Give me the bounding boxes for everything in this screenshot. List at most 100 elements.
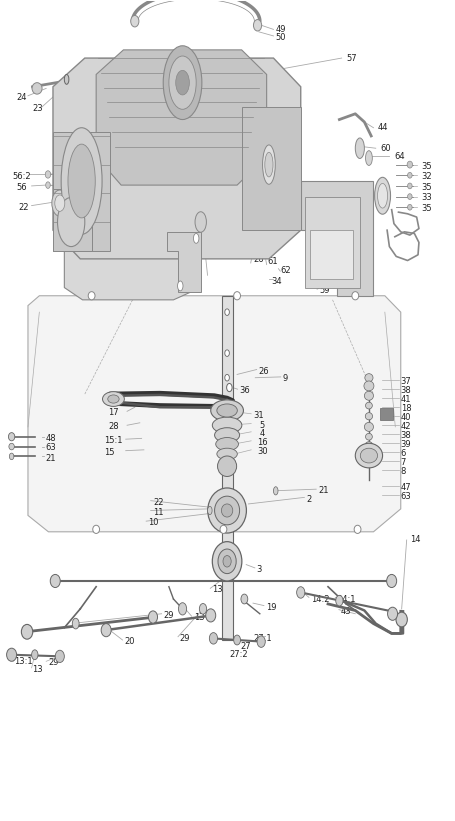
Ellipse shape — [52, 190, 68, 216]
Text: 46: 46 — [139, 74, 150, 83]
Ellipse shape — [45, 171, 51, 178]
Ellipse shape — [135, 65, 144, 83]
Ellipse shape — [296, 587, 304, 599]
Text: 9: 9 — [282, 374, 287, 383]
Text: 15:1: 15:1 — [104, 436, 122, 445]
Ellipse shape — [233, 291, 240, 300]
Ellipse shape — [224, 309, 229, 315]
Ellipse shape — [122, 65, 129, 75]
Ellipse shape — [107, 395, 119, 403]
Ellipse shape — [364, 442, 372, 450]
Bar — [304, 197, 359, 287]
Text: 14:1: 14:1 — [336, 594, 355, 603]
Ellipse shape — [224, 374, 229, 381]
Polygon shape — [166, 232, 200, 291]
Text: 22: 22 — [334, 195, 344, 204]
Ellipse shape — [407, 204, 411, 210]
Ellipse shape — [210, 400, 243, 421]
Ellipse shape — [365, 402, 372, 409]
Text: 63: 63 — [45, 443, 56, 452]
Ellipse shape — [55, 195, 65, 211]
Text: 48: 48 — [45, 433, 56, 443]
Ellipse shape — [8, 433, 15, 441]
Ellipse shape — [365, 433, 372, 440]
Text: 38: 38 — [400, 431, 410, 440]
Text: 10: 10 — [148, 518, 159, 527]
Ellipse shape — [222, 556, 231, 567]
Ellipse shape — [6, 649, 16, 661]
Ellipse shape — [406, 161, 412, 168]
Text: 14:2: 14:2 — [310, 594, 329, 603]
Ellipse shape — [178, 603, 186, 615]
Ellipse shape — [217, 456, 236, 476]
Ellipse shape — [387, 608, 397, 621]
Polygon shape — [300, 181, 373, 296]
Text: 36: 36 — [239, 387, 249, 396]
Ellipse shape — [364, 374, 372, 382]
Text: 64: 64 — [393, 152, 404, 161]
Polygon shape — [64, 222, 200, 300]
Ellipse shape — [195, 212, 206, 232]
Text: 23: 23 — [32, 104, 43, 113]
Ellipse shape — [88, 291, 95, 300]
Text: 22: 22 — [19, 203, 29, 212]
Ellipse shape — [57, 197, 85, 246]
Polygon shape — [28, 296, 400, 532]
Ellipse shape — [193, 233, 198, 243]
Ellipse shape — [354, 443, 382, 468]
Text: 8: 8 — [400, 467, 405, 476]
Text: 5: 5 — [259, 420, 264, 429]
Text: 38: 38 — [400, 387, 410, 396]
Text: 12: 12 — [104, 396, 115, 405]
Text: 4: 4 — [259, 429, 264, 438]
Text: 13:1: 13:1 — [212, 585, 230, 594]
Polygon shape — [53, 58, 300, 259]
Ellipse shape — [55, 650, 64, 663]
Ellipse shape — [72, 618, 79, 629]
Text: 34: 34 — [271, 277, 281, 286]
Text: 31: 31 — [253, 411, 263, 420]
Ellipse shape — [374, 177, 389, 214]
Text: 53: 53 — [147, 255, 157, 264]
Text: 43: 43 — [340, 607, 351, 616]
Bar — [221, 296, 232, 640]
Text: 47: 47 — [400, 483, 410, 492]
Polygon shape — [241, 108, 300, 230]
Ellipse shape — [207, 507, 212, 515]
Text: 58: 58 — [268, 201, 278, 210]
Text: 1: 1 — [257, 190, 262, 199]
Text: 54: 54 — [149, 266, 159, 275]
Ellipse shape — [177, 281, 182, 291]
Text: 26: 26 — [253, 255, 263, 264]
Text: 65: 65 — [262, 241, 272, 250]
Ellipse shape — [205, 609, 215, 622]
Text: 14: 14 — [409, 535, 420, 544]
Ellipse shape — [407, 183, 411, 189]
Ellipse shape — [163, 46, 202, 120]
Text: 42: 42 — [400, 422, 410, 431]
Text: 50: 50 — [139, 82, 150, 91]
Ellipse shape — [217, 549, 236, 574]
Ellipse shape — [61, 128, 102, 234]
Ellipse shape — [364, 413, 372, 420]
Text: 21: 21 — [317, 486, 328, 495]
Text: 18: 18 — [400, 405, 410, 413]
Ellipse shape — [364, 422, 373, 431]
Text: 39: 39 — [400, 440, 410, 449]
Text: 61: 61 — [267, 257, 278, 266]
Text: 50: 50 — [275, 33, 286, 42]
Text: 40: 40 — [400, 414, 410, 422]
Ellipse shape — [221, 504, 232, 517]
Ellipse shape — [168, 56, 196, 109]
Ellipse shape — [92, 525, 99, 534]
Ellipse shape — [46, 181, 50, 188]
Text: 20: 20 — [124, 637, 135, 646]
Ellipse shape — [214, 428, 239, 443]
Ellipse shape — [215, 438, 238, 451]
Ellipse shape — [377, 183, 387, 208]
Ellipse shape — [354, 525, 360, 534]
Text: 29: 29 — [179, 634, 189, 643]
Ellipse shape — [207, 488, 246, 533]
Ellipse shape — [364, 392, 373, 401]
Text: 16: 16 — [257, 438, 267, 447]
